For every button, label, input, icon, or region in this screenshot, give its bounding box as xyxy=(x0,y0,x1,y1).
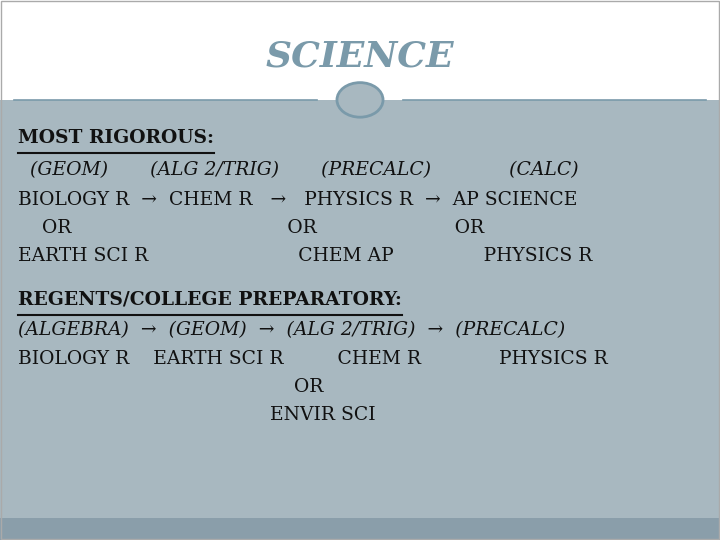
Text: OR: OR xyxy=(18,378,323,396)
Bar xyxy=(0,518,720,540)
Text: EARTH SCI R                         CHEM AP               PHYSICS R: EARTH SCI R CHEM AP PHYSICS R xyxy=(18,247,593,265)
Text: REGENTS/COLLEGE PREPARATORY:: REGENTS/COLLEGE PREPARATORY: xyxy=(18,291,402,309)
Bar xyxy=(0,100,720,518)
Bar xyxy=(0,0,720,100)
Text: BIOLOGY R  →  CHEM R   →   PHYSICS R  →  AP SCIENCE: BIOLOGY R → CHEM R → PHYSICS R → AP SCIE… xyxy=(18,191,577,209)
Text: (GEOM)       (ALG 2/TRIG)       (PRECALC)             (CALC): (GEOM) (ALG 2/TRIG) (PRECALC) (CALC) xyxy=(18,161,579,179)
Text: SCIENCE: SCIENCE xyxy=(266,40,454,73)
Text: MOST RIGOROUS:: MOST RIGOROUS: xyxy=(18,129,214,147)
Text: (ALGEBRA)  →  (GEOM)  →  (ALG 2/TRIG)  →  (PRECALC): (ALGEBRA) → (GEOM) → (ALG 2/TRIG) → (PRE… xyxy=(18,321,565,340)
Circle shape xyxy=(337,83,383,117)
Text: BIOLOGY R    EARTH SCI R         CHEM R             PHYSICS R: BIOLOGY R EARTH SCI R CHEM R PHYSICS R xyxy=(18,350,608,368)
Text: OR                                    OR                       OR: OR OR OR xyxy=(18,219,484,237)
Text: ENVIR SCI: ENVIR SCI xyxy=(18,406,376,424)
